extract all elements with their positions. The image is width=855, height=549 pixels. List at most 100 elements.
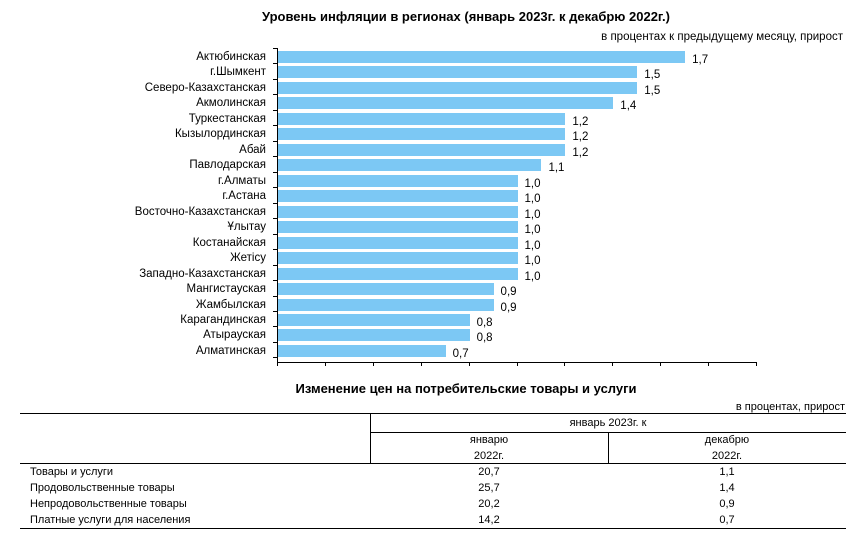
row-value-jan: 20,7 [478,466,500,478]
row-value-dec: 0,9 [719,498,735,510]
y-tick [273,357,277,359]
data-label: 1,0 [524,224,541,237]
data-label: 1,2 [572,146,589,159]
data-label: 1,5 [644,69,661,82]
y-tick [273,63,277,65]
y-tick [273,78,277,80]
y-tick [273,202,277,204]
bar [278,112,566,125]
category-label: Жетісу [230,252,266,265]
table-title: Изменение цен на потребительские товары … [295,381,637,396]
bar [278,298,494,311]
y-tick [273,310,277,312]
row-value-dec: 0,7 [719,514,735,526]
category-label: Атырауская [203,329,266,342]
data-label: 1,2 [572,131,589,144]
data-label: 1,0 [524,239,541,252]
y-tick [273,187,277,189]
bar [278,128,566,141]
x-tick [756,362,757,366]
row-value-jan: 14,2 [478,514,500,526]
table-divider [370,432,846,433]
col-header-2-year: 2022г. [711,450,743,462]
category-label: Павлодарская [189,159,266,172]
col-header-1: январю [469,434,509,446]
y-tick [273,48,277,49]
bar [278,205,518,218]
x-tick [660,362,662,366]
bar [278,66,638,79]
table-header-border [20,463,846,464]
data-label: 0,8 [476,316,493,329]
table-divider [370,413,371,463]
x-tick [564,362,566,366]
row-label: Платные услуги для населения [30,514,191,526]
data-label: 1,0 [524,177,541,190]
row-value-dec: 1,1 [719,466,735,478]
y-tick [273,295,277,297]
x-tick [516,362,518,366]
category-label: Туркестанская [188,112,266,125]
group-header: январь 2023г. к [569,417,647,429]
x-tick [612,362,614,366]
category-label: Карагандинская [180,313,266,326]
category-label: Мангистауская [186,283,266,296]
x-tick [324,362,326,366]
row-label: Непродовольственные товары [30,498,187,510]
bar [278,236,518,249]
data-label: 1,7 [692,54,709,66]
category-label: г.Алматы [218,174,266,187]
y-tick [273,326,277,328]
y-tick [273,249,277,251]
category-label: Ұлытау [227,221,266,234]
bar [278,283,494,296]
data-label: 1,2 [572,115,589,128]
chart-title: Уровень инфляции в регионах (январь 2023… [262,9,670,24]
bar [278,174,518,187]
bar [278,159,542,172]
data-label: 1,0 [524,270,541,283]
y-axis [277,48,278,362]
y-tick [273,156,277,158]
y-tick [273,109,277,111]
y-tick [273,341,277,343]
bar [278,344,446,357]
x-tick [372,362,374,366]
row-value-dec: 1,4 [719,482,735,494]
bar [278,221,518,234]
category-label: Кызылординская [174,128,266,141]
x-tick [708,362,710,366]
bar [278,97,614,110]
bar [278,190,518,203]
table-bottom-border [20,528,846,529]
data-label: 1,0 [524,193,541,206]
bar [278,143,566,156]
data-label: 0,9 [500,286,517,299]
bar [278,252,518,265]
bar [278,313,470,326]
y-tick [273,280,277,282]
x-tick [277,362,278,366]
data-label: 1,0 [524,255,541,268]
data-label: 0,7 [452,347,469,360]
bar [278,51,686,63]
col-header-2: декабрю [704,434,750,446]
y-tick [273,94,277,96]
data-label: 1,1 [548,162,565,175]
category-label: Абай [239,143,266,156]
y-tick [273,140,277,142]
category-label: Западно-Казахстанская [139,267,266,280]
row-label: Продовольственные товары [30,482,175,494]
y-tick [273,171,277,173]
data-label: 1,0 [524,208,541,221]
category-label: Северо-Казахстанская [144,81,266,94]
category-label: Алматинская [195,344,266,357]
category-label: Актюбинская [196,51,266,63]
data-label: 1,4 [620,100,637,113]
table-unit: в процентах, прирост [735,401,845,413]
bar [278,81,638,94]
category-label: г.Шымкент [210,66,266,79]
row-value-jan: 25,7 [478,482,500,494]
category-label: Акмолинская [196,97,266,110]
x-tick [468,362,470,366]
